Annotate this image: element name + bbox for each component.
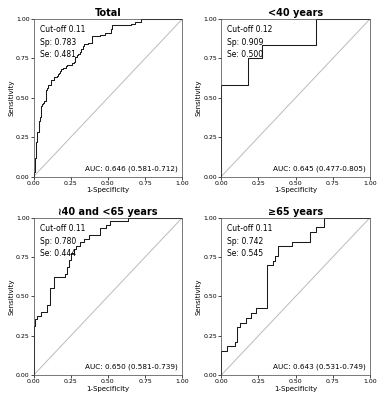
Y-axis label: Sensitivity: Sensitivity: [196, 80, 202, 116]
Text: AUC: 0.643 (0.531-0.749): AUC: 0.643 (0.531-0.749): [273, 364, 365, 370]
X-axis label: 1-Specificity: 1-Specificity: [86, 386, 129, 392]
X-axis label: 1-Specificity: 1-Specificity: [86, 187, 129, 193]
Text: Cut-off 0.12
Sp: 0.909
Se: 0.500: Cut-off 0.12 Sp: 0.909 Se: 0.500: [227, 26, 273, 60]
X-axis label: 1-Specificity: 1-Specificity: [274, 386, 317, 392]
Text: AUC: 0.650 (0.581-0.739): AUC: 0.650 (0.581-0.739): [85, 364, 178, 370]
X-axis label: 1-Specificity: 1-Specificity: [274, 187, 317, 193]
Text: AUC: 0.645 (0.477-0.805): AUC: 0.645 (0.477-0.805): [273, 165, 365, 172]
Text: Cut-off 0.11
Sp: 0.783
Se: 0.481: Cut-off 0.11 Sp: 0.783 Se: 0.481: [40, 26, 85, 60]
Title: <40 years: <40 years: [268, 8, 323, 18]
Y-axis label: Sensitivity: Sensitivity: [8, 278, 14, 315]
Y-axis label: Sensitivity: Sensitivity: [8, 80, 14, 116]
Text: AUC: 0.646 (0.581-0.712): AUC: 0.646 (0.581-0.712): [85, 165, 178, 172]
Text: Cut-off 0.11
Sp: 0.742
Se: 0.545: Cut-off 0.11 Sp: 0.742 Se: 0.545: [227, 224, 273, 258]
Y-axis label: Sensitivity: Sensitivity: [196, 278, 202, 315]
Title: ≀40 and <65 years: ≀40 and <65 years: [58, 207, 158, 217]
Title: Total: Total: [95, 8, 121, 18]
Text: Cut-off 0.11
Sp: 0.780
Se: 0.444: Cut-off 0.11 Sp: 0.780 Se: 0.444: [40, 224, 85, 258]
Title: ≥65 years: ≥65 years: [268, 207, 323, 217]
